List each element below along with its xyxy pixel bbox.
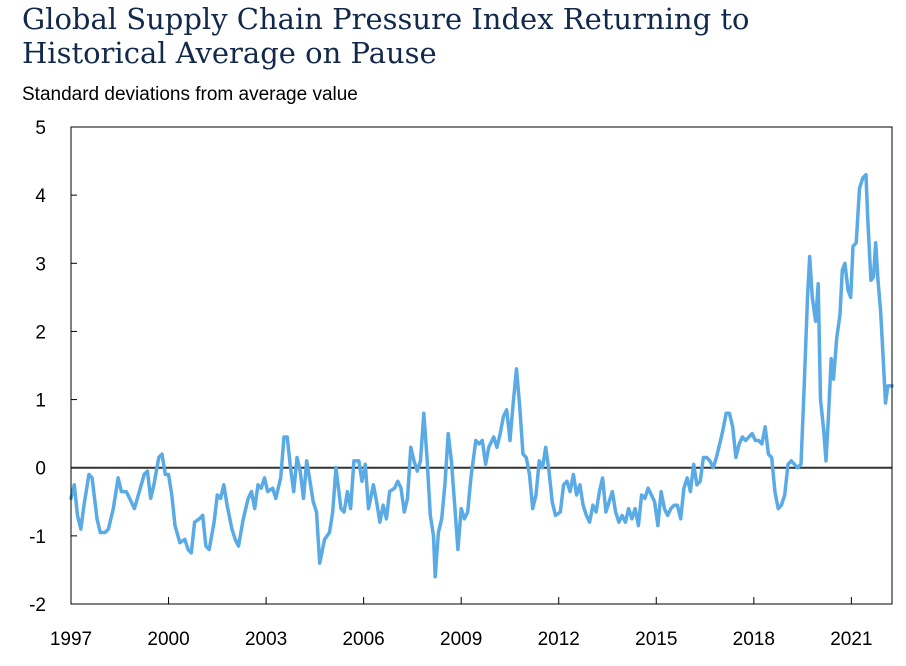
x-tick-label: 2000 — [147, 629, 189, 650]
x-tick-label: 2021 — [830, 629, 872, 650]
chart-title: Global Supply Chain Pressure Index Retur… — [22, 2, 750, 70]
y-tick-label: -2 — [29, 595, 46, 616]
x-tick-label: 2015 — [635, 629, 677, 650]
series-line — [69, 172, 894, 579]
plot-frame — [70, 126, 893, 605]
y-tick-label: 4 — [35, 186, 46, 207]
y-tick-label: 5 — [35, 118, 46, 139]
x-tick-label: 1997 — [50, 629, 92, 650]
x-tick-label: 2006 — [342, 629, 384, 650]
y-axis: 5 4 3 2 1 0 -1 -2 — [29, 118, 77, 616]
y-axis-unit-label: Standard deviations from average value — [22, 84, 358, 105]
x-tick-label: 2012 — [538, 629, 580, 650]
x-tick-label: 2009 — [440, 629, 482, 650]
x-tick-label: 2018 — [733, 629, 775, 650]
y-tick-label: 0 — [35, 459, 46, 480]
y-tick-label: -1 — [29, 527, 46, 548]
x-axis: 1997 2000 2003 2006 2009 2012 2015 2018 2021 — [50, 597, 872, 650]
x-tick-label: 2003 — [245, 629, 287, 650]
y-tick-label: 3 — [35, 254, 46, 275]
y-tick-label: 2 — [35, 322, 46, 343]
y-tick-label: 1 — [35, 391, 46, 412]
